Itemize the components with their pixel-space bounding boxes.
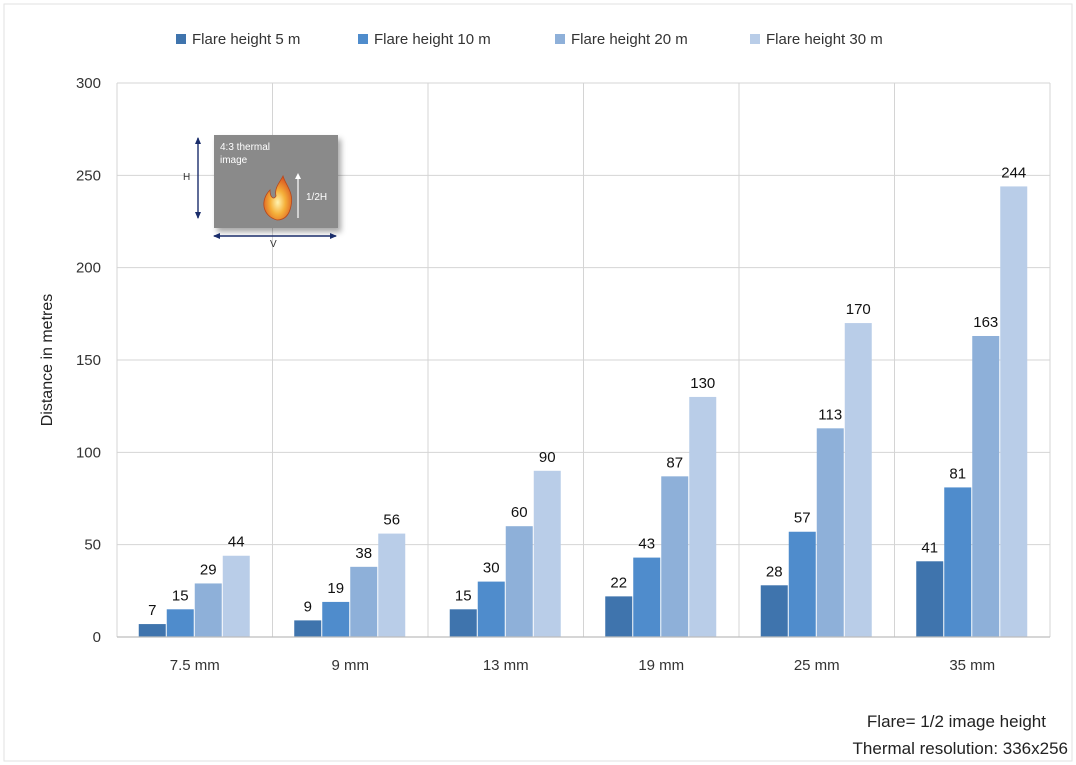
legend-swatch: [358, 34, 368, 44]
legend-swatch: [555, 34, 565, 44]
data-label: 41: [921, 539, 938, 556]
data-label: 15: [455, 587, 472, 604]
bar: [816, 428, 844, 637]
data-label: 113: [818, 406, 842, 423]
legend-label: Flare height 5 m: [192, 31, 300, 48]
note-resolution: Thermal resolution: 336x256: [853, 739, 1068, 758]
half-height-arrowhead: [295, 173, 301, 179]
x-tick-label: 7.5 mm: [170, 657, 220, 674]
bar: [844, 323, 872, 637]
y-tick-label: 300: [76, 75, 101, 92]
y-tick-label: 250: [76, 167, 101, 184]
inset-caption-line2: image: [220, 155, 248, 166]
labels-layer: 7 15 29 44 9 19 38 56 15 30 60 90 22 43 87 130 28 57 113 17…: [148, 164, 1026, 619]
x-tick-label: 19 mm: [638, 657, 684, 674]
height-label: H: [183, 172, 190, 183]
x-tick-label: 25 mm: [794, 657, 840, 674]
data-label: 87: [666, 454, 683, 471]
data-label: 90: [539, 449, 556, 466]
width-arrowhead-left: [213, 233, 220, 239]
bar: [944, 487, 972, 637]
y-tick-label: 0: [93, 629, 101, 646]
inset-caption-line1: 4:3 thermal: [220, 142, 270, 153]
y-tick-label: 50: [84, 537, 101, 554]
width-label: V: [270, 239, 277, 250]
data-label: 15: [172, 587, 189, 604]
thermal-image-inset: 4:3 thermal image 1/2H H V: [183, 135, 338, 250]
data-label: 38: [355, 545, 372, 562]
bar: [166, 609, 194, 637]
data-label: 44: [228, 534, 245, 551]
data-label: 170: [846, 301, 871, 318]
data-label: 30: [483, 560, 500, 577]
bar: [350, 566, 378, 637]
bar: [222, 555, 250, 637]
height-arrowhead-top: [195, 137, 201, 144]
note-flare: Flare= 1/2 image height: [867, 712, 1046, 731]
data-label: 244: [1001, 164, 1026, 181]
data-label: 57: [794, 510, 811, 527]
data-label: 43: [638, 536, 655, 553]
data-label: 7: [148, 602, 156, 619]
bar: [788, 531, 816, 637]
bar: [138, 624, 166, 637]
data-label: 130: [690, 375, 715, 392]
data-label: 163: [973, 314, 998, 331]
bar: [661, 476, 689, 637]
bar: [449, 609, 477, 637]
y-tick-label: 200: [76, 260, 101, 277]
flame-icon: [263, 174, 293, 221]
data-label: 28: [766, 563, 783, 580]
x-tick-label: 9 mm: [332, 657, 370, 674]
half-height-label: 1/2H: [306, 192, 327, 203]
legend: Flare height 5 m Flare height 10 m Flare h…: [176, 31, 883, 48]
x-tick-label: 13 mm: [483, 657, 529, 674]
bar: [505, 526, 533, 637]
legend-swatch: [750, 34, 760, 44]
y-axis-title: Distance in metres: [39, 294, 56, 427]
data-label: 60: [511, 504, 528, 521]
bar: [477, 581, 505, 637]
legend-label: Flare height 20 m: [571, 31, 688, 48]
bar: [378, 533, 406, 637]
data-label: 81: [949, 465, 966, 482]
bar: [1000, 186, 1028, 637]
height-arrowhead-bottom: [195, 212, 201, 219]
legend-swatch: [176, 34, 186, 44]
bar: [916, 561, 944, 637]
legend-label: Flare height 30 m: [766, 31, 883, 48]
data-label: 9: [304, 598, 312, 615]
bar: [322, 601, 350, 637]
axes-layer: 0 50 100 150 200 250 300 7.5 mm 9 mm 13 mm 19 mm 25…: [76, 75, 1050, 674]
y-tick-label: 150: [76, 352, 101, 369]
bar: [194, 583, 222, 637]
bars-layer: [138, 186, 1028, 637]
bar: [972, 335, 1000, 637]
data-label: 29: [200, 561, 217, 578]
chart-border: [3, 3, 1073, 762]
bar: [760, 585, 788, 637]
x-tick-label: 35 mm: [949, 657, 995, 674]
data-label: 19: [327, 580, 344, 597]
y-tick-label: 100: [76, 444, 101, 461]
bar: [294, 620, 322, 637]
bar: [533, 470, 561, 637]
data-label: 56: [383, 512, 400, 529]
legend-label: Flare height 10 m: [374, 31, 491, 48]
width-arrowhead-right: [330, 233, 337, 239]
bar: [633, 557, 661, 637]
bar: [689, 396, 717, 637]
data-label: 22: [610, 574, 627, 591]
bar: [605, 596, 633, 637]
